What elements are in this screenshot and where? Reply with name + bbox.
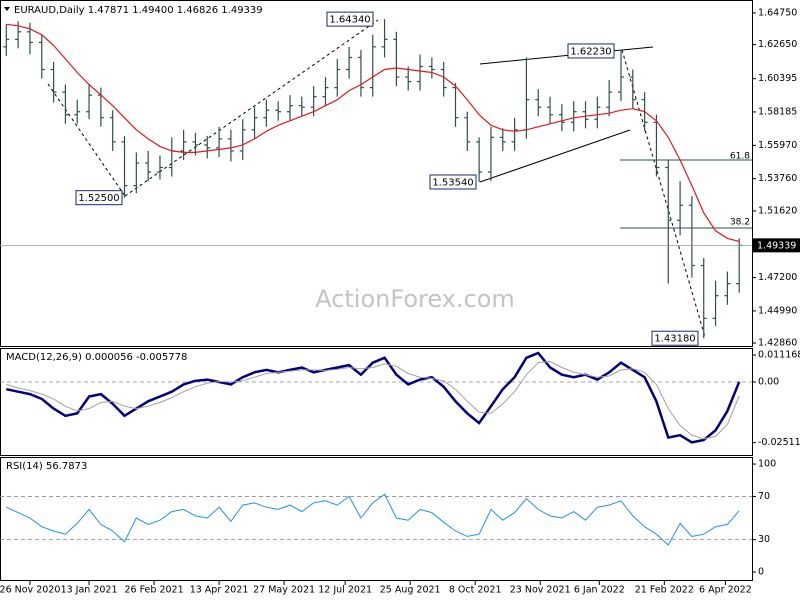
moving-average-line: [6, 23, 740, 242]
y-tick-label: 0: [758, 567, 764, 578]
y-tick-label: 30: [758, 534, 770, 545]
x-tick-label: 23 Nov 2021: [510, 585, 571, 596]
y-tick-label: 1.51620: [758, 205, 797, 216]
x-tick-label: 13 Apr 2021: [190, 585, 249, 596]
y-tick-label: 1.47200: [758, 272, 797, 283]
indicator-line: [6, 360, 740, 440]
y-tick-label: 1.42860: [758, 338, 797, 349]
indicator-line: [6, 351, 741, 444]
macd-panel-frame: [0, 348, 753, 456]
trend-line: [621, 49, 706, 338]
price-label-box: [326, 11, 374, 27]
x-tick-label: 6 Jan 2022: [574, 585, 625, 596]
x-tick-label: 25 Aug 2021: [380, 585, 441, 596]
y-tick-label: 1.64750: [758, 7, 797, 18]
title-icon: [4, 7, 10, 11]
fib-label: 38.2: [730, 218, 750, 228]
y-tick-label: 1.44990: [758, 305, 797, 316]
indicator-line: [6, 493, 740, 546]
trend-line: [479, 129, 631, 183]
price-label: 1.62230: [570, 46, 611, 57]
price-label-box: [567, 43, 615, 59]
y-tick-label: 1.60395: [758, 73, 797, 84]
trend-line: [47, 83, 126, 197]
price-label: 1.43180: [654, 334, 695, 345]
x-tick-label: 13 Jan 2021: [61, 585, 118, 596]
y-tick-label: -0.025117: [758, 437, 800, 448]
y-tick-label: 100: [758, 459, 776, 470]
trend-line: [479, 46, 654, 65]
watermark: ActionForex.com: [315, 285, 515, 313]
current-price-box: [753, 238, 800, 253]
x-tick-label: 12 Jul 2021: [318, 585, 372, 596]
fib-label: 61.8: [730, 152, 750, 162]
price-label-box: [651, 330, 699, 346]
chart-title: EURAUD,Daily 1.47871 1.49400 1.46826 1.4…: [14, 5, 263, 16]
x-tick-label: 26 Feb 2021: [125, 585, 184, 596]
price-label: 1.64340: [329, 15, 370, 26]
x-tick-label: 27 May 2021: [253, 585, 315, 596]
x-tick-label: 21 Feb 2022: [635, 585, 694, 596]
y-tick-label: 70: [758, 491, 770, 502]
rsi-panel-frame: [0, 457, 753, 581]
y-tick-label: 0.00: [758, 376, 779, 387]
price-panel-frame: [0, 0, 753, 347]
y-tick-label: 1.58185: [758, 106, 797, 117]
y-tick-label: 1.53760: [758, 173, 797, 184]
y-tick-label: 1.62650: [758, 39, 797, 50]
macd-title: MACD(12,26,9) 0.000056 -0.005778: [6, 352, 187, 363]
x-tick-label: 8 Oct 2021: [449, 585, 502, 596]
x-tick-label: 26 Nov 2020: [0, 585, 60, 596]
price-label-box: [429, 174, 477, 190]
x-tick-label: 6 Apr 2022: [699, 585, 752, 596]
price-label: 1.52500: [78, 193, 119, 204]
price-label: 1.53540: [432, 177, 473, 188]
rsi-title: RSI(14) 56.7873: [6, 461, 87, 472]
price-label-box: [75, 190, 123, 206]
y-tick-label: 0.011168: [758, 349, 800, 360]
y-tick-label: 1.55970: [758, 140, 797, 151]
current-price-label: 1.49339: [757, 240, 796, 251]
